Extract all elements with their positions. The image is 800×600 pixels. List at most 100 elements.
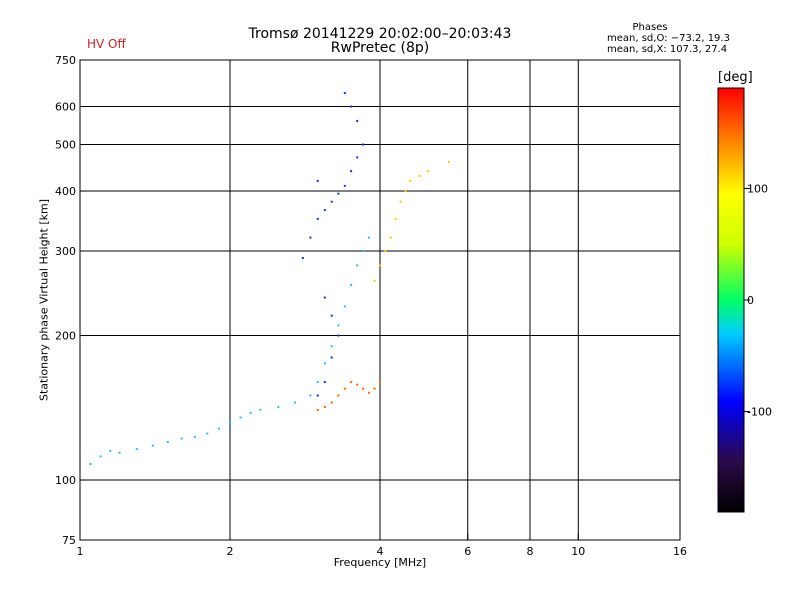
chart-subtitle: RwPretec (8p) bbox=[330, 40, 430, 56]
colorbar-tick-label: 100 bbox=[747, 182, 768, 195]
echo-point bbox=[350, 105, 353, 108]
echo-point bbox=[379, 264, 381, 267]
y-tick-label: 100 bbox=[55, 474, 76, 487]
y-tick-label: 200 bbox=[55, 330, 76, 343]
echo-point bbox=[362, 387, 365, 390]
echo-point bbox=[337, 192, 340, 195]
echo-point bbox=[384, 250, 387, 253]
echo-point bbox=[99, 455, 102, 458]
echo-point bbox=[180, 437, 183, 440]
echo-point bbox=[362, 143, 365, 146]
x-tick-label: 10 bbox=[571, 545, 585, 558]
x-tick-label: 1 bbox=[77, 545, 84, 558]
echo-point bbox=[356, 383, 359, 386]
phase-o-stats: mean, sd,O: −73.2, 19.3 bbox=[607, 33, 730, 44]
echo-point bbox=[337, 394, 340, 397]
echo-point bbox=[89, 462, 92, 465]
x-axis-ticks: 1 2 4 6 8 10 16 bbox=[77, 534, 687, 558]
echo-point bbox=[427, 170, 430, 173]
echo-point bbox=[343, 184, 346, 187]
echo-point bbox=[394, 217, 397, 220]
echo-point bbox=[379, 381, 381, 384]
echo-point bbox=[118, 451, 121, 454]
echo-point bbox=[259, 408, 262, 411]
echo-point bbox=[362, 250, 365, 253]
echo-point bbox=[193, 435, 196, 438]
hv-status: HV Off bbox=[87, 37, 126, 51]
echo-point bbox=[109, 449, 112, 452]
echo-point bbox=[389, 236, 392, 239]
echo-point bbox=[404, 190, 407, 193]
echo-point bbox=[330, 314, 333, 317]
echo-point bbox=[350, 283, 353, 286]
echo-point bbox=[293, 401, 296, 404]
echo-point bbox=[350, 381, 353, 384]
echo-point bbox=[323, 381, 326, 384]
y-tick-label: 75 bbox=[62, 534, 76, 547]
echo-point bbox=[277, 405, 280, 408]
y-tick-label: 500 bbox=[55, 139, 76, 152]
echo-point bbox=[356, 264, 359, 267]
x-tick-label: 6 bbox=[464, 545, 471, 558]
echo-point bbox=[409, 179, 412, 182]
plot-grid bbox=[80, 60, 680, 540]
echo-point bbox=[323, 405, 326, 408]
echo-point bbox=[399, 200, 402, 203]
x-tick-label: 8 bbox=[527, 545, 534, 558]
echo-point bbox=[206, 432, 209, 435]
y-tick-label: 600 bbox=[55, 101, 76, 114]
echo-point bbox=[337, 334, 340, 337]
echo-point bbox=[229, 421, 231, 424]
echo-point bbox=[356, 119, 359, 122]
echo-point bbox=[316, 217, 319, 220]
echo-point bbox=[217, 427, 220, 430]
echo-point bbox=[166, 441, 169, 444]
echo-point bbox=[249, 411, 252, 414]
echo-point bbox=[330, 401, 333, 404]
x-axis-label: Frequency [MHz] bbox=[333, 556, 427, 569]
echo-point bbox=[301, 257, 304, 260]
y-tick-label: 400 bbox=[55, 185, 76, 198]
y-tick-label: 750 bbox=[55, 54, 76, 67]
colorbar-label: [deg] bbox=[718, 70, 753, 85]
echo-point bbox=[343, 305, 346, 308]
y-tick-label: 300 bbox=[55, 245, 76, 258]
echo-point bbox=[337, 324, 340, 327]
phase-x-stats: mean, sd,X: 107.3, 27.4 bbox=[607, 44, 728, 55]
echo-point bbox=[309, 236, 312, 239]
x-tick-label: 16 bbox=[673, 545, 687, 558]
colorbar bbox=[717, 87, 745, 513]
echo-point bbox=[323, 296, 326, 299]
echo-point bbox=[330, 345, 333, 348]
echo-points bbox=[89, 92, 450, 465]
echo-point bbox=[323, 209, 326, 212]
echo-point bbox=[356, 156, 359, 159]
phases-title: Phases bbox=[632, 22, 668, 33]
echo-point bbox=[151, 444, 154, 447]
echo-point bbox=[316, 381, 319, 384]
echo-point bbox=[373, 387, 376, 390]
echo-point bbox=[418, 174, 421, 177]
echo-point bbox=[316, 394, 319, 397]
echo-point bbox=[367, 391, 370, 394]
echo-point bbox=[316, 179, 319, 182]
echo-point bbox=[135, 448, 138, 451]
echo-point bbox=[447, 160, 450, 163]
echo-point bbox=[350, 170, 353, 173]
echo-point bbox=[373, 279, 376, 282]
colorbar-ticks: 100 0 -100 bbox=[744, 182, 772, 419]
echo-point bbox=[343, 92, 346, 95]
x-tick-label: 4 bbox=[377, 545, 384, 558]
echo-point bbox=[330, 356, 333, 359]
echo-point bbox=[367, 236, 370, 239]
echo-point bbox=[343, 387, 346, 390]
colorbar-tick-label: 0 bbox=[747, 294, 754, 307]
echo-point bbox=[316, 408, 319, 411]
echo-point bbox=[323, 362, 326, 365]
chart-title: Tromsø 20141229 20:02:00–20:03:43 bbox=[248, 26, 512, 42]
echo-point bbox=[239, 416, 242, 419]
echo-point bbox=[309, 394, 312, 397]
echo-point bbox=[330, 200, 333, 203]
y-axis-ticks: 75 100 200 300 400 500 600 750 bbox=[55, 54, 86, 547]
